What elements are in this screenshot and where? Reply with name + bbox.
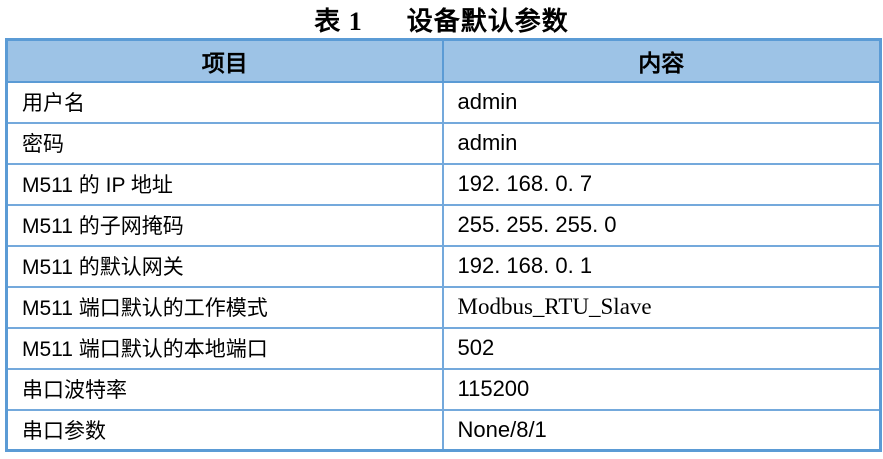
item-cell: 串口参数 [5, 408, 444, 452]
table-row-ip-address: M511 的 IP 地址 192. 168. 0. 7 [5, 162, 882, 206]
value-cell: 502 [441, 326, 882, 370]
item-cell: M511 的 IP 地址 [5, 162, 444, 206]
table-row-gateway: M511 的默认网关 192. 168. 0. 1 [5, 244, 882, 288]
value-cell: 255. 255. 255. 0 [441, 203, 882, 247]
column-header-content: 内容 [441, 38, 882, 83]
value-cell: Modbus_RTU_Slave [441, 285, 882, 329]
item-cell: M511 的子网掩码 [5, 203, 444, 247]
value-cell: None/8/1 [441, 408, 882, 452]
item-cell: M511 端口默认的工作模式 [5, 285, 444, 329]
item-cell: 密码 [5, 121, 444, 165]
table-row-baud-rate: 串口波特率 115200 [5, 367, 882, 411]
table-number-label: 表 1 [314, 6, 363, 36]
table-row-password: 密码 admin [5, 121, 882, 165]
table-caption: 设备默认参数 [406, 6, 569, 36]
table-row-work-mode: M511 端口默认的工作模式 Modbus_RTU_Slave [5, 285, 882, 329]
value-cell: 115200 [441, 367, 882, 411]
value-cell: 192. 168. 0. 1 [441, 244, 882, 288]
item-cell: M511 的默认网关 [5, 244, 444, 288]
table-row-username: 用户名 admin [5, 80, 882, 124]
value-cell: admin [441, 80, 882, 124]
table-row-local-port: M511 端口默认的本地端口 502 [5, 326, 882, 370]
column-header-item: 项目 [5, 38, 444, 83]
item-cell: 用户名 [5, 80, 444, 124]
table-title: 表 1 设备默认参数 [0, 0, 883, 38]
value-cell: 192. 168. 0. 7 [441, 162, 882, 206]
default-parameters-table: 项目 内容 用户名 admin 密码 admin M511 的 IP 地址 19… [5, 38, 882, 452]
table-row-serial-params: 串口参数 None/8/1 [5, 408, 882, 452]
item-cell: 串口波特率 [5, 367, 444, 411]
value-cell: admin [441, 121, 882, 165]
header-row: 项目 内容 [5, 38, 882, 83]
table-row-subnet-mask: M511 的子网掩码 255. 255. 255. 0 [5, 203, 882, 247]
item-cell: M511 端口默认的本地端口 [5, 326, 444, 370]
